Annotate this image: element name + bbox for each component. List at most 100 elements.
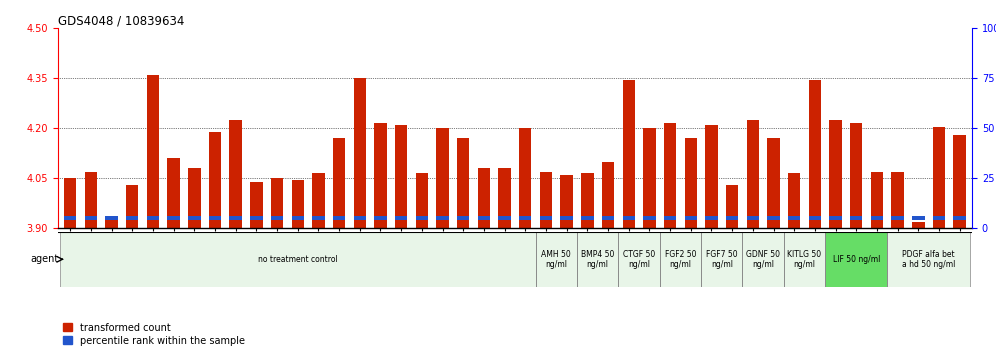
Bar [784,232,826,287]
Bar [561,216,573,220]
Bar [788,216,801,220]
Bar [271,178,283,228]
Bar [953,135,966,228]
Bar [209,216,221,220]
Bar [292,180,304,228]
Bar [953,216,966,220]
Bar [602,162,615,228]
Text: KITLG 50
ng/ml: KITLG 50 ng/ml [788,250,822,269]
Bar [742,232,784,287]
Bar [809,216,821,220]
Bar [830,120,842,228]
Bar [850,216,863,220]
Bar [498,216,511,220]
Bar [64,178,77,228]
Bar [312,216,325,220]
Bar [684,138,697,228]
Bar [536,232,577,287]
Bar [850,123,863,228]
Bar [643,216,655,220]
Bar [374,123,386,228]
Text: GDNF 50
ng/ml: GDNF 50 ng/ml [746,250,780,269]
Bar [478,168,490,228]
Bar [436,128,449,228]
Bar [415,216,428,220]
Text: CTGF 50
ng/ml: CTGF 50 ng/ml [622,250,655,269]
Bar [826,232,887,287]
Bar [643,128,655,228]
Bar [498,168,511,228]
Bar [126,216,138,220]
Text: GDS4048 / 10839634: GDS4048 / 10839634 [58,14,184,27]
Text: LIF 50 ng/ml: LIF 50 ng/ml [833,255,879,264]
Bar [250,216,263,220]
Bar [726,185,738,228]
Bar [581,173,594,228]
Bar [705,216,718,220]
Bar [788,173,801,228]
Text: PDGF alfa bet
a hd 50 ng/ml: PDGF alfa bet a hd 50 ng/ml [902,250,955,269]
Bar [395,216,407,220]
Bar [912,216,924,220]
Text: BMP4 50
ng/ml: BMP4 50 ng/ml [581,250,615,269]
Bar [891,172,903,228]
Bar [659,232,701,287]
Bar [622,216,634,220]
Text: no treatment control: no treatment control [258,255,338,264]
Bar [167,216,180,220]
Bar [457,138,469,228]
Bar [809,80,821,228]
Bar [106,216,118,220]
Bar [519,128,532,228]
Bar [561,175,573,228]
Bar [374,216,386,220]
Bar [747,216,759,220]
Bar [540,216,552,220]
Bar [912,222,924,228]
Bar [622,80,634,228]
Bar [106,220,118,228]
Bar [478,216,490,220]
Bar [602,216,615,220]
Bar [933,216,945,220]
Bar [167,158,180,228]
Bar [354,216,366,220]
Bar [871,172,883,228]
Bar [664,216,676,220]
Bar [271,216,283,220]
Legend: transformed count, percentile rank within the sample: transformed count, percentile rank withi… [63,323,245,346]
Text: agent: agent [30,254,59,264]
Bar [209,132,221,228]
Bar [701,232,742,287]
Bar [664,123,676,228]
Bar [64,216,77,220]
Bar [830,216,842,220]
Bar [577,232,619,287]
Bar [229,216,242,220]
Bar [619,232,659,287]
Bar [540,172,552,228]
Bar [519,216,532,220]
Bar [891,216,903,220]
Bar [767,216,780,220]
Bar [933,127,945,228]
Bar [887,232,970,287]
Bar [126,185,138,228]
Text: FGF7 50
ng/ml: FGF7 50 ng/ml [706,250,738,269]
Bar [85,216,97,220]
Bar [436,216,449,220]
Bar [581,216,594,220]
Bar [747,120,759,228]
Bar [457,216,469,220]
Text: AMH 50
ng/ml: AMH 50 ng/ml [542,250,571,269]
Bar [333,216,346,220]
Bar [292,216,304,220]
Bar [146,216,159,220]
Bar [415,173,428,228]
Bar [229,120,242,228]
Bar [395,125,407,228]
Bar [705,125,718,228]
Bar [188,168,200,228]
Bar [871,216,883,220]
Bar [85,172,97,228]
